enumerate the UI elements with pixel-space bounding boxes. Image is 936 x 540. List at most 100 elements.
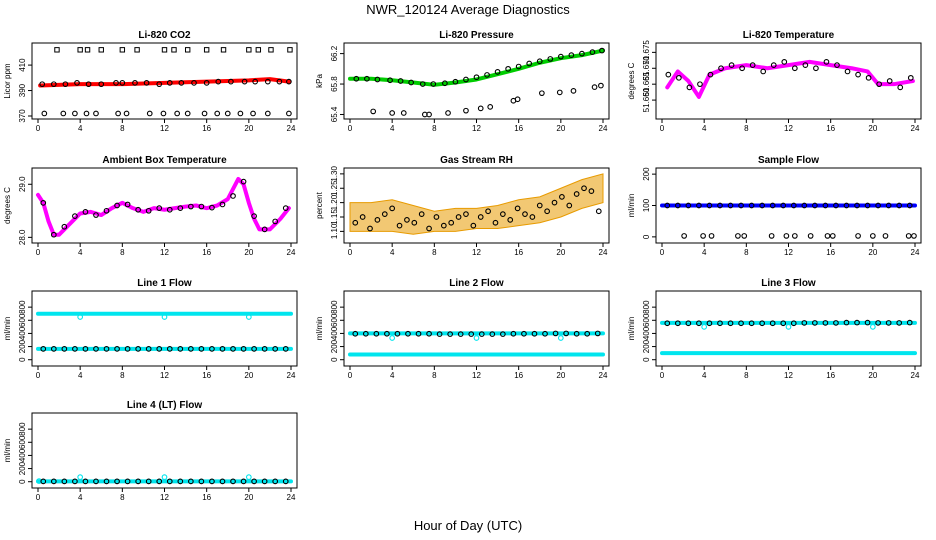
y-axis-label: kPa	[315, 74, 324, 88]
data-point	[362, 330, 369, 337]
y-tick-label: 200	[330, 339, 339, 353]
y-tick-label: 0	[18, 357, 27, 362]
data-point	[228, 78, 234, 85]
data-point	[264, 110, 271, 117]
data-point	[367, 225, 373, 232]
x-tick-label: 0	[660, 124, 665, 133]
data-point	[738, 202, 744, 209]
data-point	[276, 78, 283, 85]
data-point	[875, 202, 881, 209]
data-point	[833, 320, 839, 326]
x-tick-label: 20	[244, 248, 253, 257]
panel-title: Line 1 Flow	[137, 278, 192, 289]
data-point	[727, 202, 734, 209]
y-tick-label: 200	[642, 339, 651, 353]
x-tick-label: 0	[660, 248, 665, 257]
data-point	[405, 330, 411, 337]
y-axis-label: degrees C	[627, 62, 636, 99]
x-tick-label: 20	[556, 248, 565, 257]
data-point	[869, 233, 876, 239]
data-point	[224, 110, 231, 117]
data-point	[728, 62, 735, 68]
data-point	[387, 77, 393, 84]
data-point	[174, 110, 180, 117]
data-point	[510, 330, 517, 337]
x-tick-label: 16	[202, 248, 211, 257]
data-point	[113, 80, 119, 86]
data-point	[411, 219, 418, 226]
data-point	[473, 74, 480, 81]
y-axis-label: degrees C	[3, 187, 12, 224]
data-point	[396, 222, 403, 229]
data-point	[93, 478, 99, 485]
data-point	[718, 65, 724, 72]
x-tick-label: 16	[202, 371, 211, 380]
data-point	[430, 81, 437, 87]
data-point	[103, 346, 110, 352]
x-tick-label: 8	[120, 493, 125, 502]
y-tick-label: 1.25	[330, 180, 339, 196]
data-point	[184, 47, 191, 53]
y-tick-label: 400	[642, 326, 651, 340]
series-line	[665, 59, 915, 99]
x-tick-label: 4	[702, 248, 707, 257]
data-point	[551, 199, 558, 206]
panel-frame	[31, 167, 298, 244]
y-tick-label: 1.20	[330, 194, 339, 210]
data-point	[282, 346, 289, 352]
data-point	[261, 226, 268, 233]
y-tick-label: 600	[18, 313, 27, 327]
x-tick-label: 8	[120, 248, 125, 257]
data-point	[769, 320, 776, 327]
data-point	[404, 217, 410, 223]
data-point	[864, 319, 871, 326]
data-point	[156, 346, 163, 352]
data-point	[547, 56, 554, 62]
data-point	[769, 202, 776, 209]
x-tick-label: 12	[784, 124, 793, 133]
data-point	[552, 330, 559, 337]
data-point	[579, 50, 585, 57]
x-tick-label: 16	[514, 248, 523, 257]
data-point	[790, 320, 797, 327]
data-point	[60, 110, 67, 117]
data-point	[177, 346, 184, 352]
data-point	[812, 320, 818, 326]
data-point	[40, 199, 47, 206]
data-point	[82, 478, 89, 485]
data-point	[72, 346, 78, 352]
data-point	[408, 79, 414, 86]
y-tick-label: 200	[18, 461, 27, 475]
data-point	[397, 78, 404, 84]
x-tick-label: 4	[78, 493, 83, 502]
data-point	[674, 202, 681, 209]
y-tick-label: 600	[642, 313, 651, 327]
data-point	[415, 330, 422, 337]
data-point	[419, 81, 426, 87]
data-point	[389, 205, 396, 212]
data-point	[264, 78, 271, 85]
y-axis-label: ml/min	[627, 317, 636, 341]
data-point	[708, 233, 715, 239]
data-point	[426, 111, 432, 118]
data-point	[103, 478, 110, 485]
x-tick-label: 0	[660, 371, 665, 380]
y-tick-label: 800	[642, 300, 651, 314]
data-point	[124, 201, 131, 208]
panel-frame	[31, 412, 298, 489]
data-point	[171, 47, 177, 53]
y-tick-label: 600	[18, 435, 27, 449]
x-tick-label: 24	[287, 124, 296, 133]
data-point	[188, 478, 194, 485]
data-point	[748, 202, 755, 209]
data-point	[685, 202, 692, 209]
data-point	[40, 478, 47, 485]
data-point	[426, 225, 432, 232]
data-point	[40, 346, 47, 352]
data-point	[759, 202, 765, 209]
data-point	[114, 346, 120, 352]
data-point	[161, 474, 168, 480]
data-point	[531, 330, 538, 337]
data-point	[230, 478, 236, 485]
